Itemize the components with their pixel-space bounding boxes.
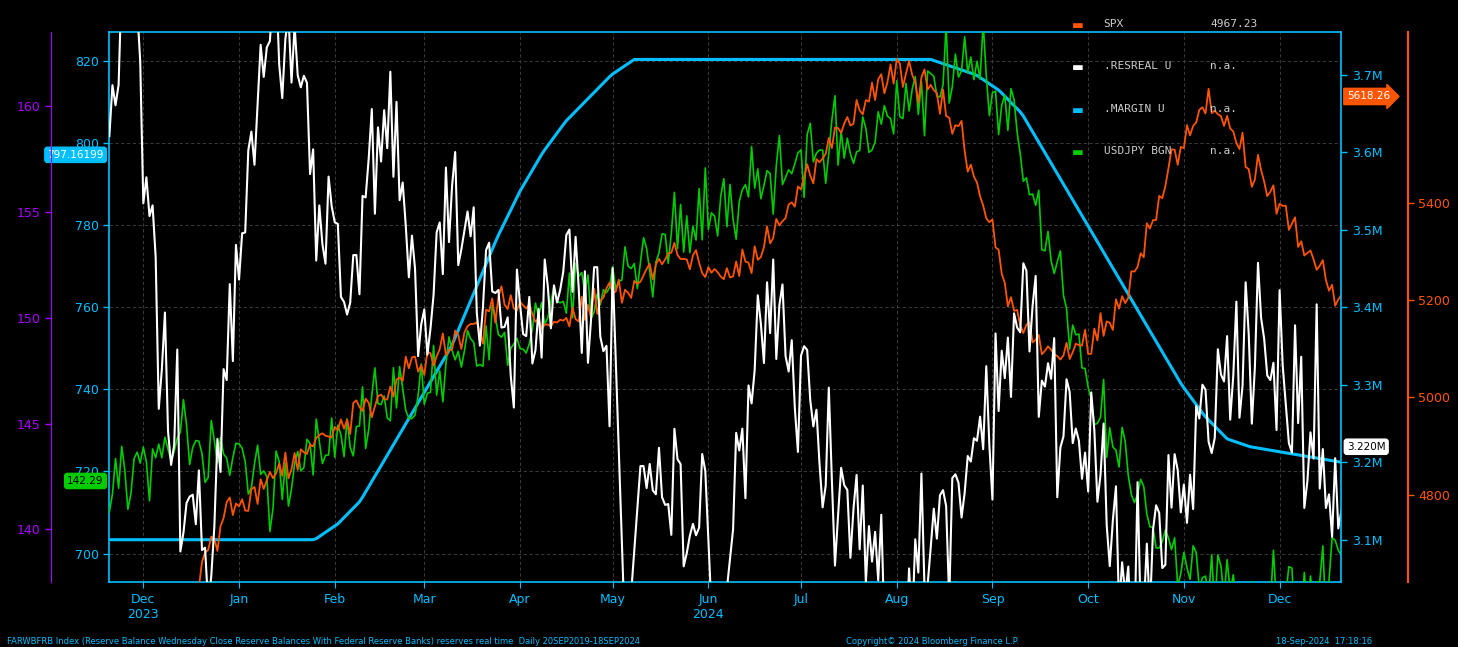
Text: USDJPY BGN: USDJPY BGN bbox=[1104, 146, 1171, 155]
Text: n.a.: n.a. bbox=[1210, 61, 1238, 71]
Text: 3.220M: 3.220M bbox=[1347, 442, 1385, 452]
Text: ▬: ▬ bbox=[1072, 19, 1083, 32]
Text: 18-Sep-2024  17:18:16: 18-Sep-2024 17:18:16 bbox=[1276, 637, 1372, 646]
Text: n.a.: n.a. bbox=[1210, 146, 1238, 155]
Text: FARWBFRB Index (Reserve Balance Wednesday Close Reserve Balances With Federal Re: FARWBFRB Index (Reserve Balance Wednesda… bbox=[7, 637, 640, 646]
Text: .MARGIN U: .MARGIN U bbox=[1104, 104, 1165, 113]
Text: ▬: ▬ bbox=[1072, 104, 1083, 116]
Text: .RESREAL U: .RESREAL U bbox=[1104, 61, 1171, 71]
Text: 142.29: 142.29 bbox=[67, 476, 104, 486]
Text: ▬: ▬ bbox=[1072, 61, 1083, 74]
Text: 4967.23: 4967.23 bbox=[1210, 19, 1257, 29]
Text: Copyright© 2024 Bloomberg Finance L.P.: Copyright© 2024 Bloomberg Finance L.P. bbox=[846, 637, 1019, 646]
Text: SPX: SPX bbox=[1104, 19, 1124, 29]
Text: 5618.26: 5618.26 bbox=[1347, 91, 1389, 102]
Text: n.a.: n.a. bbox=[1210, 104, 1238, 113]
Text: ▬: ▬ bbox=[1072, 146, 1083, 159]
Text: 797.16199: 797.16199 bbox=[48, 150, 104, 160]
